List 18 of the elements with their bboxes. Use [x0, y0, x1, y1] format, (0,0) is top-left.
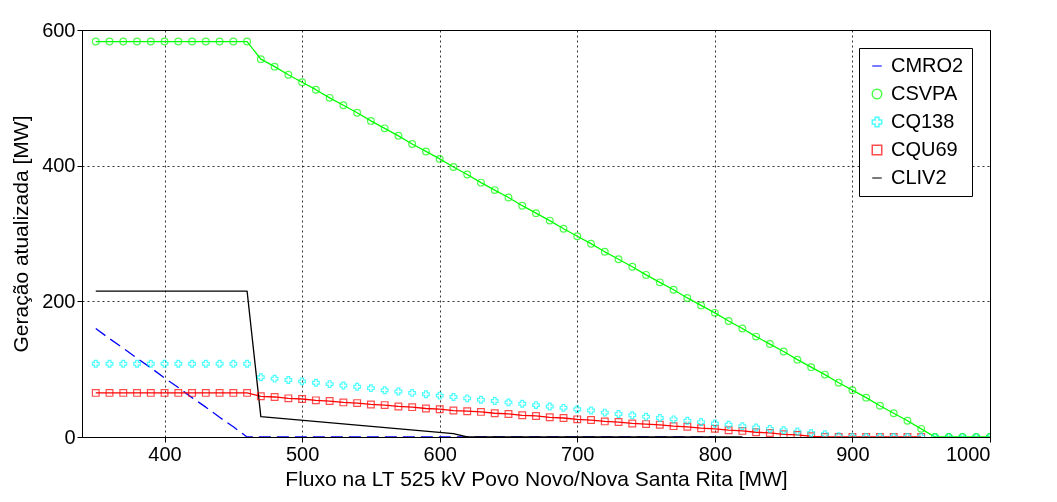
legend-label: CMRO2 — [891, 54, 964, 76]
x-tick-label: 500 — [285, 442, 320, 465]
y-axis-title: Geração atualizada [MW] — [9, 115, 33, 353]
legend-label: CSVPA — [891, 82, 958, 104]
y-tick-label: 200 — [42, 289, 76, 312]
x-tick-label: 800 — [698, 442, 733, 465]
x-tick-label: 1000 — [946, 442, 991, 465]
x-tick-label: 900 — [836, 442, 870, 465]
x-tick-label: 400 — [148, 442, 182, 465]
legend-label: CQ138 — [891, 110, 955, 132]
x-tick-label: 600 — [423, 442, 457, 465]
y-tick-label: 400 — [42, 154, 76, 177]
legend-label: CQU69 — [891, 138, 958, 160]
x-tick-label: 700 — [561, 442, 595, 465]
y-tick-label: 0 — [64, 425, 76, 448]
y-tick-label: 600 — [42, 18, 76, 41]
legend-label: CLIV2 — [891, 166, 947, 188]
x-axis-title: Fluxo na LT 525 kV Povo Novo/Nova Santa Rita [MW] — [285, 466, 788, 490]
